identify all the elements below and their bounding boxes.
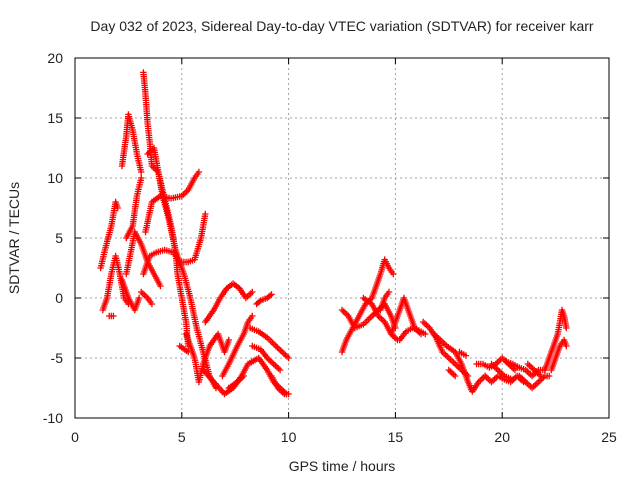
data-point (276, 366, 284, 374)
series-track-40 (548, 336, 570, 374)
y-tick-label: 20 (47, 50, 63, 66)
data-point (202, 210, 209, 218)
x-axis-label: GPS time / hours (289, 458, 396, 474)
y-tick-label: -10 (43, 410, 63, 426)
series-track-12 (138, 288, 156, 308)
data-point (138, 174, 145, 182)
series-track-39 (541, 306, 570, 374)
data-point (285, 390, 292, 398)
x-tick-label: 5 (178, 429, 186, 445)
series-track-19 (247, 324, 292, 362)
series-track-3 (106, 312, 117, 320)
data-point (462, 352, 470, 359)
x-tick-labels: 0 5 10 15 20 25 (71, 429, 617, 445)
series-track-22 (253, 291, 275, 308)
x-tick-label: 15 (388, 429, 404, 445)
data-point (452, 372, 459, 380)
data-point (385, 288, 393, 296)
data-point (249, 288, 256, 296)
series-track-18 (225, 372, 247, 392)
y-tick-label: 0 (55, 290, 63, 306)
series-track-11 (140, 210, 209, 278)
series-track-2 (99, 252, 132, 314)
y-tick-label: 5 (55, 230, 63, 246)
grid-lines (75, 58, 609, 418)
data-point (537, 372, 544, 380)
data-point (240, 372, 247, 380)
series-track-28 (396, 324, 429, 344)
series-track-17 (219, 312, 256, 380)
data-point (563, 342, 570, 350)
data-point (256, 298, 263, 305)
data-point (110, 312, 117, 320)
data-point (114, 204, 121, 212)
series-track-26 (377, 288, 393, 314)
series-track-31 (445, 366, 459, 380)
data-point (266, 292, 274, 299)
data-point (249, 312, 256, 320)
data-point (195, 168, 203, 176)
data-point (138, 168, 145, 176)
data-point (563, 324, 570, 332)
series-track-20 (249, 342, 284, 374)
data-point (546, 372, 553, 380)
y-tick-label: 10 (47, 170, 63, 186)
data-series (97, 69, 570, 398)
x-tick-label: 0 (71, 429, 79, 445)
series-track-4 (118, 111, 145, 176)
series-track-14 (182, 330, 232, 386)
data-point (390, 270, 397, 278)
y-axis-label: SDTVAR / TECUs (6, 182, 22, 294)
data-point (422, 330, 429, 338)
data-point (157, 282, 164, 290)
series-track-32 (456, 348, 470, 359)
chart-title: Day 032 of 2023, Sidereal Day-to-day VTE… (90, 18, 593, 34)
series-track-10 (142, 168, 203, 236)
x-tick-label: 10 (281, 429, 297, 445)
data-point (225, 336, 232, 344)
plot-frame (74, 57, 610, 419)
series-track-15 (202, 280, 256, 326)
data-point (285, 354, 292, 362)
series-track-1 (97, 198, 121, 272)
y-tick-label: -5 (51, 350, 64, 366)
x-tick-label: 25 (601, 429, 617, 445)
series-track-35 (488, 360, 517, 383)
y-tick-labels: -10 -5 0 5 10 15 20 (43, 50, 63, 426)
series-track-21 (268, 372, 292, 398)
data-point (148, 300, 156, 308)
x-tick-label: 20 (494, 429, 510, 445)
y-tick-label: 15 (47, 110, 63, 126)
data-point (509, 376, 517, 383)
series-track-30 (430, 330, 489, 395)
data-point (268, 291, 275, 298)
data-point (135, 294, 143, 302)
series-track-7 (118, 276, 143, 314)
series-track-38 (524, 360, 544, 380)
